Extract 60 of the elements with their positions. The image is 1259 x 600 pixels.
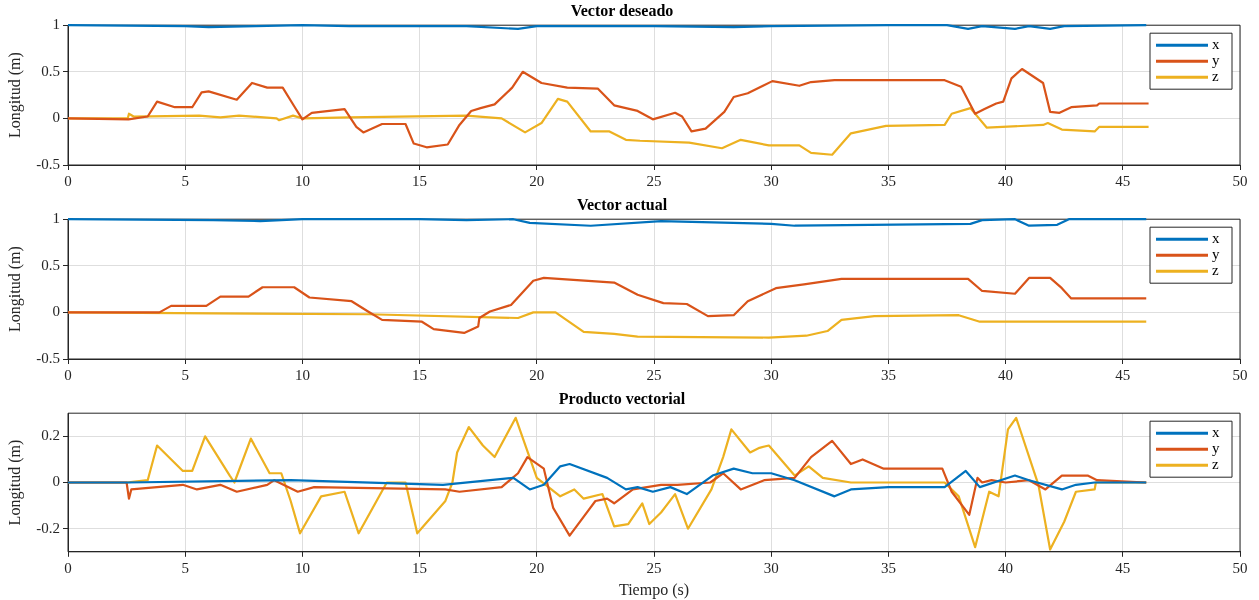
x-tick-label: 25 — [646, 366, 662, 383]
x-tick-label: 35 — [880, 559, 896, 576]
x-tick-label: 10 — [294, 366, 310, 383]
x-tick-label: 0 — [64, 559, 72, 576]
y-tick-label: -0.2 — [36, 519, 60, 536]
y-tick-label: 0.5 — [41, 256, 60, 273]
y-tick-label: 0 — [52, 473, 60, 490]
x-tick-label: 50 — [1232, 559, 1248, 576]
y-tick-label: 1 — [52, 210, 60, 227]
x-tick-label: 25 — [646, 559, 662, 576]
x-tick-label: 10 — [294, 559, 310, 576]
x-tick-label: 15 — [412, 559, 428, 576]
x-tick-label: 30 — [763, 172, 779, 189]
legend-label: x — [1212, 424, 1220, 441]
x-tick-label: 35 — [880, 172, 896, 189]
y-tick-label: 0.2 — [41, 427, 60, 444]
x-tick-label: 40 — [998, 172, 1014, 189]
x-tick-label: 30 — [763, 366, 779, 383]
x-tick-label: 5 — [181, 559, 189, 576]
y-tick-label: 0 — [52, 303, 60, 320]
chart-title: Vector deseado — [570, 1, 674, 19]
x-tick-label: 40 — [998, 366, 1014, 383]
y-axis-title: Longitud (m) — [5, 52, 24, 138]
y-tick-label: -0.5 — [36, 155, 60, 172]
x-tick-label: 15 — [412, 366, 428, 383]
x-tick-label: 50 — [1232, 366, 1248, 383]
legend-label: z — [1212, 68, 1219, 85]
x-axis-title: Tiempo (s) — [618, 580, 690, 599]
x-tick-label: 25 — [646, 172, 662, 189]
x-tick-label: 10 — [294, 172, 310, 189]
legend-label: z — [1212, 456, 1219, 473]
x-tick-label: 5 — [181, 366, 189, 383]
x-tick-label: 40 — [998, 559, 1014, 576]
y-tick-label: 1 — [52, 16, 60, 33]
x-tick-label: 20 — [529, 172, 545, 189]
x-tick-label: 5 — [181, 172, 189, 189]
y-axis-title: Longitud (m) — [5, 439, 24, 526]
x-tick-label: 45 — [1115, 559, 1131, 576]
legend-label: z — [1212, 262, 1219, 279]
chart-title: Producto vectorial — [558, 389, 686, 407]
x-tick-label: 20 — [529, 366, 545, 383]
x-tick-label: 45 — [1115, 366, 1131, 383]
legend-label: y — [1212, 52, 1220, 69]
y-tick-label: 0.5 — [41, 62, 60, 79]
x-tick-label: 50 — [1232, 172, 1248, 189]
x-tick-label: 45 — [1115, 172, 1131, 189]
legend-label: y — [1212, 440, 1220, 457]
legend-label: y — [1212, 246, 1220, 263]
x-tick-label: 30 — [763, 559, 779, 576]
x-tick-label: 0 — [64, 366, 72, 383]
x-tick-label: 35 — [880, 366, 896, 383]
legend-label: x — [1212, 36, 1220, 53]
y-tick-label: -0.5 — [36, 349, 60, 366]
x-tick-label: 0 — [64, 172, 72, 189]
y-tick-label: 0 — [52, 109, 60, 126]
chart-title: Vector actual — [576, 195, 668, 213]
y-axis-title: Longitud (m) — [5, 246, 24, 332]
x-tick-label: 15 — [412, 172, 428, 189]
legend-label: x — [1212, 230, 1220, 247]
x-tick-label: 20 — [529, 559, 545, 576]
